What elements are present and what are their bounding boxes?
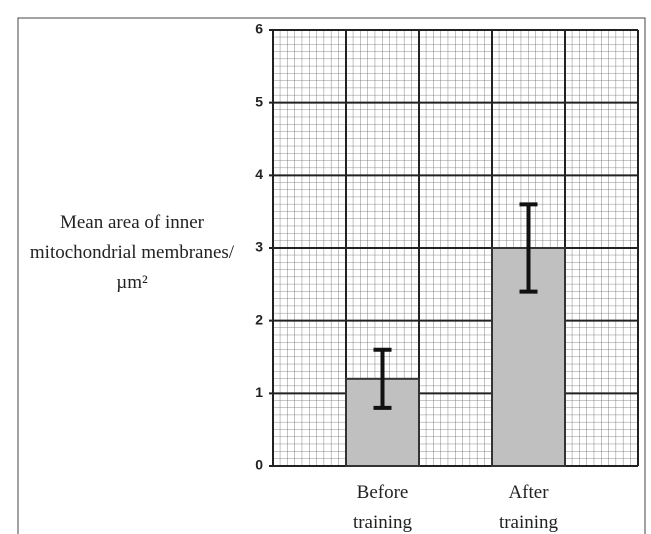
y-tick-label: 3	[255, 239, 263, 255]
frame	[17, 17, 646, 534]
y-tick-label: 5	[255, 93, 263, 109]
y-tick-label: 4	[255, 166, 263, 182]
x-tick-label: After training	[498, 482, 559, 533]
y-tick-label: 2	[255, 311, 263, 327]
y-tick-label: 1	[255, 384, 263, 400]
y-tick-label: 0	[255, 457, 263, 473]
x-tick-label: Before training	[352, 482, 413, 533]
y-tick-label: 6	[255, 21, 263, 37]
y-axis-label: Mean area of inner mitochondrial membran…	[29, 212, 235, 293]
